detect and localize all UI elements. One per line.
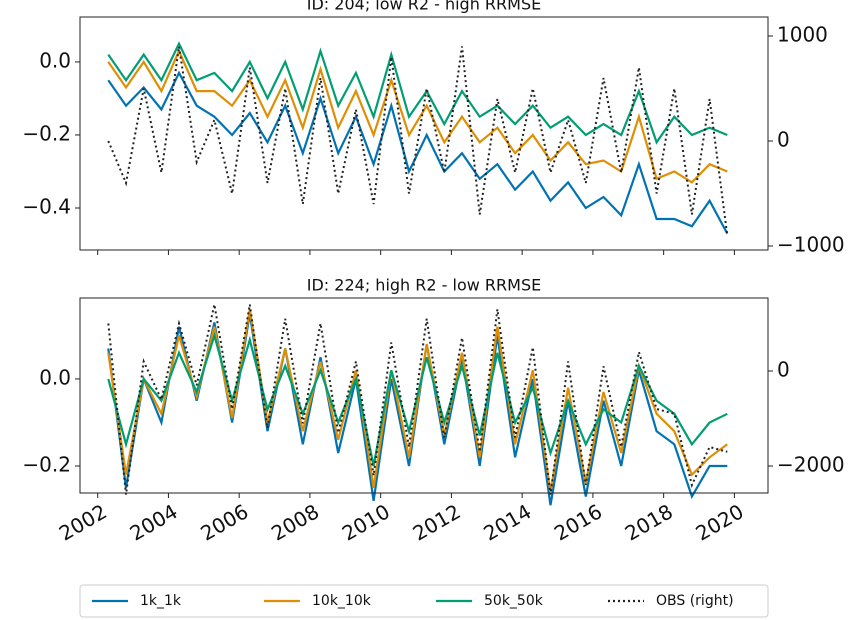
subplot-title: ID: 224; high R2 - low RRMSE bbox=[307, 276, 541, 295]
series-line bbox=[107, 48, 728, 184]
y2-tick-label: −1000 bbox=[777, 233, 845, 257]
y-tick-label: −0.2 bbox=[22, 453, 71, 477]
y-tick-label: 0.0 bbox=[39, 365, 71, 389]
y2-tick-label: −2000 bbox=[777, 453, 845, 477]
x-tick-label: 2014 bbox=[479, 499, 535, 545]
x-tick-label: 2012 bbox=[409, 499, 465, 545]
y-tick-label: −0.2 bbox=[22, 121, 71, 145]
y2-tick-label: 0 bbox=[777, 128, 790, 152]
y-tick-label: 0.0 bbox=[39, 48, 71, 72]
series-line bbox=[107, 70, 729, 235]
x-tick-label: 2020 bbox=[692, 499, 748, 545]
x-tick-label: 2006 bbox=[196, 499, 252, 545]
legend-label: 10k_10k bbox=[312, 593, 372, 609]
y-tick-label: −0.4 bbox=[22, 195, 71, 219]
x-tick-label: 2010 bbox=[338, 499, 394, 545]
plot-frame bbox=[79, 297, 769, 494]
subplot-title: ID: 204; low R2 - high RRMSE bbox=[307, 0, 541, 14]
legend-label: 1k_1k bbox=[140, 593, 182, 609]
plot-frame bbox=[79, 16, 769, 251]
legend-label: 50k_50k bbox=[484, 593, 544, 609]
series-line bbox=[107, 331, 728, 467]
y2-tick-label: 1000 bbox=[777, 23, 828, 47]
x-tick-label: 2004 bbox=[126, 499, 182, 545]
y2-tick-label: 0 bbox=[777, 358, 790, 382]
x-tick-label: 2016 bbox=[550, 499, 606, 545]
series-line bbox=[107, 46, 729, 236]
series-line bbox=[107, 41, 728, 145]
x-tick-label: 2018 bbox=[621, 499, 677, 545]
legend-label: OBS (right) bbox=[656, 593, 734, 609]
series-line bbox=[107, 309, 728, 493]
legend-box bbox=[79, 584, 769, 618]
x-tick-label: 2008 bbox=[267, 499, 323, 545]
x-tick-label: 2002 bbox=[55, 499, 111, 545]
series-line bbox=[107, 313, 728, 506]
